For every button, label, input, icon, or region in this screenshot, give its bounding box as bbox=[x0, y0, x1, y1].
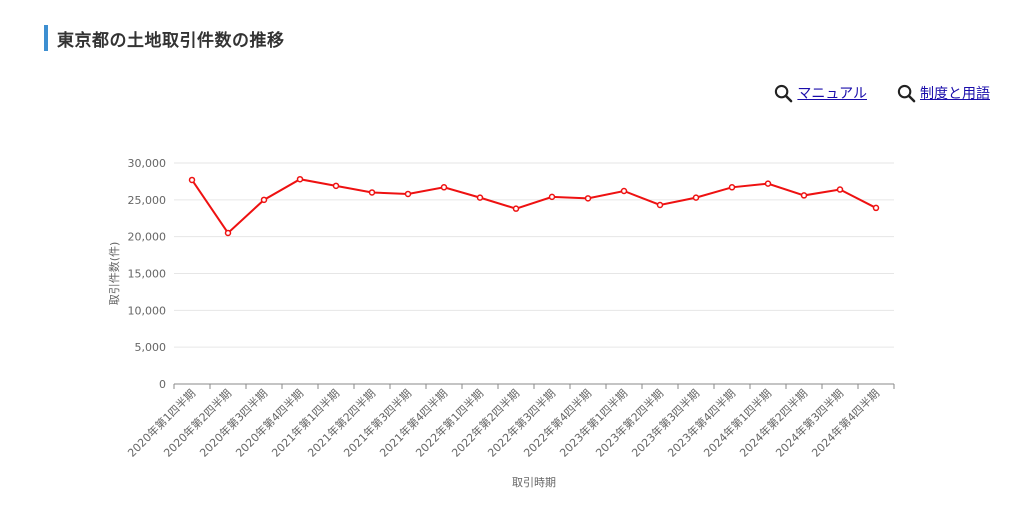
x-tick-label: 2024年第4四半期 bbox=[809, 386, 883, 460]
x-tick-label: 2020年第3四半期 bbox=[197, 386, 271, 460]
x-tick-label: 2020年第1四半期 bbox=[125, 386, 199, 460]
manual-link-label: マニュアル bbox=[797, 86, 867, 102]
series-line bbox=[191, 178, 877, 235]
data-point[interactable] bbox=[764, 180, 772, 187]
x-tick-label: 2023年第4四半期 bbox=[665, 386, 739, 460]
data-point[interactable] bbox=[224, 229, 232, 237]
page-title-bar: 東京都の土地取引件数の推移 bbox=[44, 25, 285, 51]
y-tick-label: 0 bbox=[159, 378, 166, 391]
x-tick-label: 2021年第1四半期 bbox=[269, 386, 343, 460]
data-point[interactable] bbox=[188, 176, 196, 184]
data-point[interactable] bbox=[368, 189, 376, 196]
y-axis: 0 5,000 10,000 15,000 20,000 25,000 30,000 bbox=[128, 157, 167, 391]
x-tick-label: 2020年第4四半期 bbox=[233, 386, 307, 460]
x-axis-title: 取引時期 bbox=[512, 475, 556, 489]
data-point[interactable] bbox=[440, 184, 448, 191]
search-icon bbox=[897, 84, 916, 102]
data-point[interactable] bbox=[512, 205, 520, 212]
data-point[interactable] bbox=[656, 201, 664, 209]
data-point[interactable] bbox=[728, 184, 736, 191]
data-point[interactable] bbox=[404, 190, 412, 198]
data-point[interactable] bbox=[584, 195, 592, 202]
y-axis-title: 取引件数(件) bbox=[107, 242, 121, 306]
x-tick-label: 2024年第2四半期 bbox=[737, 386, 811, 460]
data-point[interactable] bbox=[296, 175, 304, 183]
y-tick-label: 25,000 bbox=[128, 194, 167, 207]
x-tick-label: 2022年第3四半期 bbox=[485, 386, 559, 460]
y-tick-label: 15,000 bbox=[128, 268, 167, 281]
terms-link[interactable]: 制度と用語 bbox=[897, 83, 990, 103]
search-icon bbox=[775, 84, 793, 102]
x-tick-label: 2023年第1四半期 bbox=[557, 386, 631, 460]
data-point[interactable] bbox=[836, 186, 844, 193]
x-tick-label: 2023年第2四半期 bbox=[593, 386, 667, 460]
y-tick-label: 30,000 bbox=[128, 157, 167, 170]
data-point[interactable] bbox=[548, 193, 556, 201]
y-tick-label: 10,000 bbox=[128, 304, 167, 317]
series-layer bbox=[188, 175, 880, 237]
data-point[interactable] bbox=[332, 182, 340, 190]
x-tick-label: 2021年第2四半期 bbox=[305, 386, 379, 460]
manual-link[interactable]: マニュアル bbox=[774, 83, 867, 103]
x-tick-label: 2022年第1四半期 bbox=[413, 386, 487, 460]
data-point[interactable] bbox=[260, 196, 268, 204]
data-point[interactable] bbox=[476, 194, 484, 201]
x-tick-label: 2023年第3四半期 bbox=[629, 386, 703, 460]
help-links: マニュアル 制度と用語 bbox=[774, 83, 990, 103]
x-tick-label: 2021年第4四半期 bbox=[377, 386, 451, 460]
terms-link-label: 制度と用語 bbox=[920, 86, 990, 102]
data-point[interactable] bbox=[872, 204, 880, 212]
x-tick-label: 2022年第4四半期 bbox=[521, 386, 595, 460]
x-tick-label: 2022年第2四半期 bbox=[449, 386, 523, 460]
y-tick-label: 20,000 bbox=[128, 231, 167, 244]
x-tick-label: 2021年第3四半期 bbox=[341, 386, 415, 460]
data-point[interactable] bbox=[800, 192, 808, 199]
data-point[interactable] bbox=[620, 187, 628, 195]
data-point[interactable] bbox=[692, 194, 700, 201]
x-tick-label: 2024年第3四半期 bbox=[773, 386, 847, 460]
y-tick-label: 5,000 bbox=[135, 341, 167, 354]
page-title: 東京都の土地取引件数の推移 bbox=[57, 30, 285, 51]
x-axis: 2020年第1四半期2020年第2四半期2020年第3四半期2020年第4四半期… bbox=[125, 383, 895, 460]
x-tick-label: 2024年第1四半期 bbox=[701, 386, 775, 460]
x-tick-label: 2020年第2四半期 bbox=[161, 386, 235, 460]
grid-lines bbox=[174, 162, 894, 348]
